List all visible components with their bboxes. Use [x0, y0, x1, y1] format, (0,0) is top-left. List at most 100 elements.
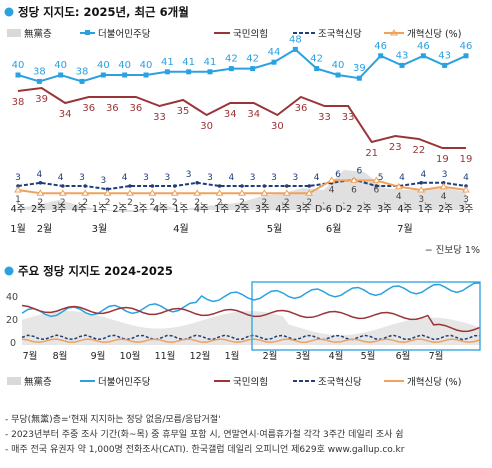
point-dm — [186, 69, 191, 74]
data-label-rebuild: 3 — [207, 173, 213, 183]
x-tick-label: 4주 — [11, 204, 26, 215]
month-label: 1월 — [10, 223, 26, 235]
chart2-month-label: 4월 — [329, 350, 344, 362]
data-label-rebuild: 4 — [399, 173, 405, 183]
chart1-legend: 無黨층 더불어민주당 국민의힘 조국혁신당 개혁신당 (%) — [7, 28, 461, 40]
x-tick-label: 3주 — [133, 204, 148, 215]
chart2-month-label: 5월 — [361, 350, 376, 362]
data-label-dm: 43 — [396, 50, 409, 61]
legend2-swatch-nonpartisan — [7, 377, 21, 385]
chart2-month-label: 10월 — [120, 350, 141, 362]
point-dm — [421, 53, 426, 58]
data-label-dm: 40 — [12, 60, 25, 71]
title-bullet-icon-2 — [5, 267, 14, 276]
x-tick-label: 3주 — [459, 204, 474, 215]
x-tick-label: 2주 — [31, 204, 46, 215]
data-label-rebuild: 6 — [335, 170, 341, 180]
data-label-ppp: 21 — [365, 148, 378, 159]
chart2-month-label: 3월 — [296, 350, 311, 362]
data-label-rebuild: 4 — [122, 173, 128, 183]
legend2-label-dm: 더불어민주당 — [98, 377, 151, 388]
data-label-dm: 46 — [460, 41, 473, 52]
x-tick-label: 2주 — [438, 204, 453, 215]
month-label: 5월 — [267, 223, 283, 235]
point-dm — [229, 66, 234, 71]
data-label-ppp: 30 — [200, 121, 213, 132]
data-label-rebuild: 3 — [100, 176, 106, 186]
x-tick-label: 3주 — [51, 204, 66, 215]
data-label-ppp: 38 — [12, 97, 25, 108]
data-label-dm: 39 — [353, 63, 366, 74]
data-label-ppp: 33 — [318, 112, 331, 123]
data-label-ppp: 19 — [460, 154, 473, 165]
x-tick-label: 4주 — [398, 204, 413, 215]
x-tick-label: 2주 — [112, 204, 127, 215]
data-label-rebuild: 3 — [292, 173, 298, 183]
data-label-reform: 4 — [396, 192, 402, 202]
data-label-rebuild: 4 — [58, 173, 64, 183]
data-label-rebuild: 4 — [463, 173, 469, 183]
data-label-dm: 48 — [289, 34, 302, 45]
data-label-reform: 4 — [329, 185, 335, 195]
chart2-month-label: 7월 — [429, 350, 444, 362]
data-label-ppp: 36 — [295, 103, 308, 114]
x-tick-label: 1주 — [418, 204, 433, 215]
data-label-reform: 6 — [374, 185, 380, 195]
chart1-footnote: − 진보당 1% — [425, 245, 480, 256]
data-label-ppp: 33 — [153, 112, 166, 123]
point-rebuild — [39, 181, 43, 185]
data-label-dm: 40 — [140, 60, 153, 71]
data-label-dm: 38 — [33, 66, 46, 77]
data-label-dm: 42 — [310, 54, 323, 65]
legend2-label-rebuild: 조국혁신당 — [318, 377, 362, 388]
point-dm — [58, 73, 63, 78]
data-label-rebuild: 4 — [314, 173, 320, 183]
point-dm — [16, 73, 21, 78]
data-label-rebuild: 3 — [143, 173, 149, 183]
legend-marker-dm — [85, 30, 90, 35]
legend2-label-ppp: 국민의힘 — [233, 377, 268, 388]
point-dm — [208, 69, 213, 74]
data-label-ppp: 39 — [35, 94, 48, 105]
month-label: 4월 — [173, 223, 189, 235]
series-line-ppp — [18, 88, 466, 148]
month-label: 2월 — [37, 223, 53, 235]
data-label-dm: 41 — [182, 57, 195, 68]
data-label-dm: 43 — [438, 50, 451, 61]
point-rebuild — [285, 184, 289, 188]
data-label-ppp: 36 — [106, 103, 119, 114]
chart1-title: 정당 지지도: 2025년, 최근 6개월 — [18, 5, 189, 19]
point-dm — [122, 73, 127, 78]
legend2-label-nonpartisan: 無黨층 — [24, 376, 52, 388]
point-rebuild — [218, 184, 222, 188]
point-dm — [80, 79, 85, 84]
legend-label-ppp: 국민의힘 — [233, 29, 268, 40]
data-label-rebuild: 3 — [79, 173, 85, 183]
point-dm — [165, 69, 170, 74]
month-label: 6월 — [326, 223, 342, 235]
data-label-dm: 40 — [332, 60, 345, 71]
point-dm — [144, 73, 149, 78]
data-label-ppp: 22 — [412, 145, 425, 156]
point-rebuild — [419, 181, 423, 185]
data-label-dm: 42 — [246, 54, 259, 65]
point-rebuild — [173, 184, 177, 188]
point-rebuild — [240, 184, 244, 188]
x-tick-label: 3주 — [377, 204, 392, 215]
data-label-ppp: 34 — [224, 109, 237, 120]
point-dm — [464, 53, 469, 58]
chart2-month-label: 12월 — [190, 350, 211, 362]
chart2-month-label: 9월 — [91, 350, 106, 362]
point-rebuild — [151, 184, 155, 188]
data-label-rebuild: 3 — [271, 173, 277, 183]
point-rebuild — [128, 184, 132, 188]
data-label-ppp: 34 — [59, 109, 72, 120]
point-dm — [37, 79, 42, 84]
data-label-rebuild: 6 — [356, 167, 362, 177]
data-label-ppp: 23 — [389, 142, 402, 153]
point-dm — [250, 66, 255, 71]
data-label-rebuild: 3 — [164, 173, 170, 183]
month-label: 3월 — [92, 223, 108, 235]
